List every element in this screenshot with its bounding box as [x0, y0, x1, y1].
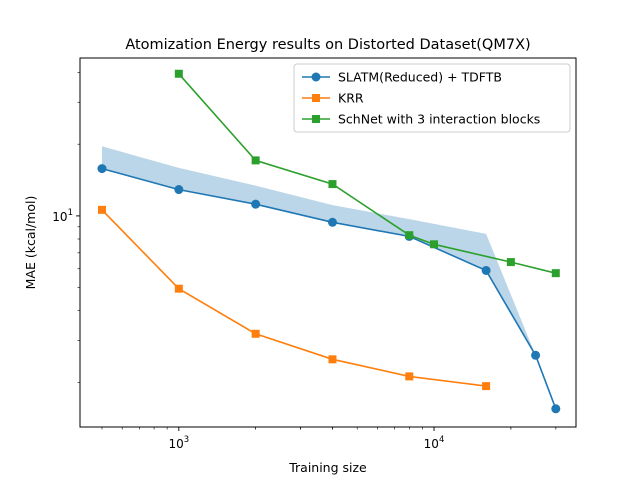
series-line — [101, 209, 487, 387]
chart-title: Atomization Energy results on Distorted … — [125, 37, 530, 53]
data-point — [174, 69, 183, 78]
data-point — [327, 217, 337, 227]
data-point — [405, 372, 414, 381]
legend-entry: KRR — [302, 91, 364, 106]
plot-area: 103 104 101 — [52, 57, 577, 451]
data-point — [328, 355, 337, 364]
legend-label: KRR — [338, 91, 364, 106]
y-tick-label: 101 — [52, 208, 73, 224]
data-point — [430, 240, 439, 249]
legend-marker — [311, 72, 321, 82]
x-axis-label: Training size — [288, 460, 367, 475]
series-layer — [97, 69, 561, 414]
y-axis-label: MAE (kcal/mol) — [23, 196, 38, 290]
series-line — [101, 167, 557, 410]
data-point — [405, 231, 414, 240]
uncertainty-band-layer — [102, 146, 536, 356]
data-point — [251, 199, 261, 209]
x-tick-label: 104 — [424, 435, 445, 451]
ticks-layer: 103 104 101 — [52, 72, 557, 451]
data-point — [506, 258, 515, 267]
legend-label: SchNet with 3 interaction blocks — [338, 112, 540, 127]
legend-entry: SLATM(Reduced) + TDFTB — [302, 70, 502, 85]
data-point — [174, 185, 184, 195]
data-point — [481, 265, 491, 275]
x-tick-label: 103 — [168, 435, 189, 451]
data-point — [251, 329, 260, 338]
plot-frame — [79, 57, 577, 428]
data-point — [551, 404, 561, 414]
data-point — [174, 284, 183, 293]
legend-entry: SchNet with 3 interaction blocks — [302, 112, 540, 127]
data-point — [531, 350, 541, 360]
legend: SLATM(Reduced) + TDFTB KRR SchNet with 3 i… — [293, 63, 571, 133]
legend-label: SLATM(Reduced) + TDFTB — [338, 70, 502, 85]
data-point — [251, 156, 260, 165]
data-point — [551, 269, 560, 278]
uncertainty-band — [102, 146, 536, 356]
legend-box — [293, 63, 571, 133]
data-point — [328, 180, 337, 189]
data-point — [97, 205, 106, 214]
data-point — [97, 164, 107, 174]
legend-marker — [312, 94, 320, 102]
series-1 — [97, 205, 491, 391]
legend-marker — [312, 115, 320, 123]
series-2 — [174, 69, 560, 278]
data-point — [482, 382, 491, 391]
